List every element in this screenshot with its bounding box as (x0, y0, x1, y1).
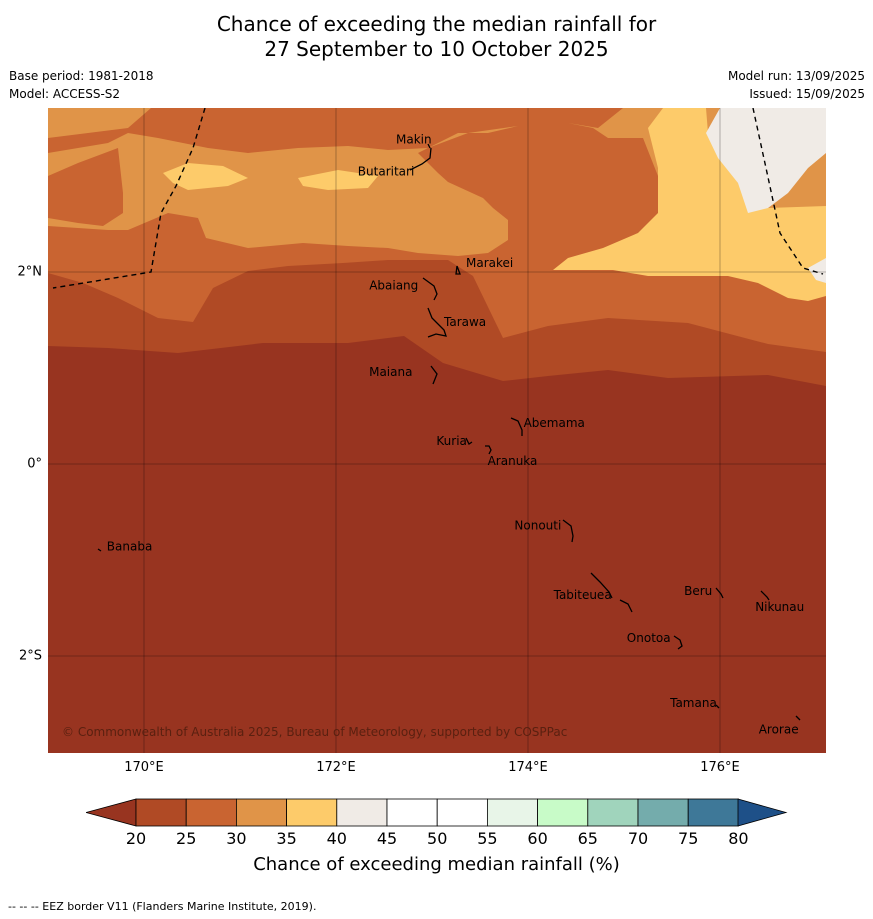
model-name: Model: ACCESS-S2 (9, 87, 121, 101)
island-label-maiana: Maiana (369, 365, 412, 379)
lat-tick-2s: 2°S (18, 648, 42, 664)
outline-banaba (97, 548, 102, 552)
lat-tick-2n: 2°N (17, 264, 43, 280)
colorbar-tick-25: 25 (176, 829, 197, 848)
outline-butaritari (409, 147, 432, 171)
colorbar-segment-40-45 (336, 798, 388, 827)
outline-aranuka (485, 445, 492, 455)
colorbar-tick-45: 45 (376, 829, 398, 848)
outline-abemama (510, 417, 523, 436)
island-label-kuria: Kuria (436, 434, 467, 448)
colorbar-segment-45-50 (386, 798, 438, 827)
chart-title: Chance of exceeding the median rainfall … (0, 12, 873, 62)
island-label-banaba: Banaba (107, 540, 153, 554)
island-label-abaiang: Abaiang (369, 279, 418, 293)
colorbar-segments (135, 798, 739, 827)
outline-tabiteuea (590, 572, 633, 613)
colorbar-segment-35-40 (286, 798, 338, 827)
lat-tick-0: 0° (27, 456, 42, 472)
outline-nonouti (562, 519, 574, 543)
colorbar-tick-35: 35 (276, 829, 297, 848)
colorbar (86, 798, 788, 827)
model-run: Model run: 13/09/2025 (727, 69, 865, 83)
eez-border-west (52, 108, 206, 289)
island-label-nonouti: Nonouti (514, 519, 561, 533)
colorbar-tick-70: 70 (627, 829, 649, 848)
eez-borders (52, 108, 824, 289)
outline-onotoa (673, 635, 683, 650)
lon-tick-170: 170°E (124, 760, 164, 775)
island-label-nikunau: Nikunau (755, 600, 804, 614)
island-label-marakei: Marakei (466, 256, 513, 270)
gridlines (48, 108, 826, 753)
island-label-beru: Beru (684, 584, 712, 598)
island-label-onotoa: Onotoa (627, 631, 671, 645)
outline-maiana (430, 365, 438, 385)
island-label-butaritari: Butaritari (358, 165, 415, 179)
rainfall-map: Makin Butaritari Marakei Abaiang Tarawa Maian… (48, 108, 826, 753)
island-label-aranuka: Aranuka (488, 454, 538, 468)
title-line-1: Chance of exceeding the median rainfall … (216, 12, 657, 36)
colorbar-tick-75: 75 (678, 829, 699, 848)
colorbar-tick-30: 30 (226, 829, 247, 848)
colorbar-segment-55-60 (486, 798, 538, 827)
title-line-2: 27 September to 10 October 2025 (264, 37, 609, 61)
colorbar-tick-65: 65 (577, 829, 598, 848)
meta-left: Base period: 1981-2018 Model: ACCESS-S2 (9, 67, 154, 103)
island-label-tarawa: Tarawa (443, 315, 486, 329)
issued-date: Issued: 15/09/2025 (749, 87, 865, 101)
island-label-makin: Makin (396, 133, 432, 147)
region-40-45 (706, 108, 826, 283)
island-labels: Makin Butaritari Marakei Abaiang Tarawa Maian… (107, 133, 804, 737)
colorbar-label: Chance of exceeding median rainfall (%) (253, 854, 620, 875)
colorbar-extend-low (86, 798, 137, 827)
colorbar-tick-80: 80 (728, 829, 749, 848)
base-period: Base period: 1981-2018 (9, 69, 154, 83)
lon-tick-172: 172°E (316, 760, 356, 775)
eez-border-east (752, 108, 824, 275)
colorbar-extend-high (737, 798, 788, 827)
outline-marakei (455, 265, 461, 275)
meta-right: Model run: 13/09/2025 Issued: 15/09/2025 (728, 67, 865, 103)
island-label-arorae: Arorae (759, 723, 799, 737)
colorbar-tick-50: 50 (427, 829, 448, 848)
outline-tamana (715, 704, 720, 709)
region-35-40 (163, 108, 826, 301)
outline-arorae (795, 715, 801, 721)
outline-beru (715, 587, 724, 599)
island-label-abemama: Abemama (524, 416, 585, 430)
colorbar-segment-60-65 (537, 798, 589, 827)
colorbar-segment-50-55 (436, 798, 488, 827)
outline-nikunau (760, 590, 770, 601)
lon-tick-174: 174°E (508, 760, 548, 775)
colorbar-segment-30-35 (235, 798, 287, 827)
colorbar-tick-60: 60 (527, 829, 548, 848)
outline-kuria (465, 437, 473, 445)
region-30-35 (48, 108, 826, 276)
colorbar-tick-20: 20 (125, 829, 147, 848)
colorbar-segment-25-30 (185, 798, 237, 827)
outline-tarawa (427, 307, 447, 338)
colorbar-tick-40: 40 (326, 829, 347, 848)
colorbar-segment-20-25 (135, 798, 187, 827)
island-label-tamana: Tamana (669, 696, 717, 710)
colorbar-segment-65-70 (587, 798, 639, 827)
outline-makin (427, 143, 431, 149)
island-outlines (97, 143, 801, 721)
colorbar-segment-70-75 (637, 798, 689, 827)
colorbar-tick-55: 55 (477, 829, 498, 848)
lon-tick-176: 176°E (700, 760, 740, 775)
outline-abaiang (422, 277, 438, 301)
colorbar-segment-75-80 (687, 798, 739, 827)
eez-footnote: -- -- -- EEZ border V11 (Flanders Marine… (8, 900, 317, 913)
copyright-notice: © Commonwealth of Australia 2025, Bureau… (62, 725, 567, 739)
island-label-tabiteuea: Tabiteuea (553, 588, 612, 602)
